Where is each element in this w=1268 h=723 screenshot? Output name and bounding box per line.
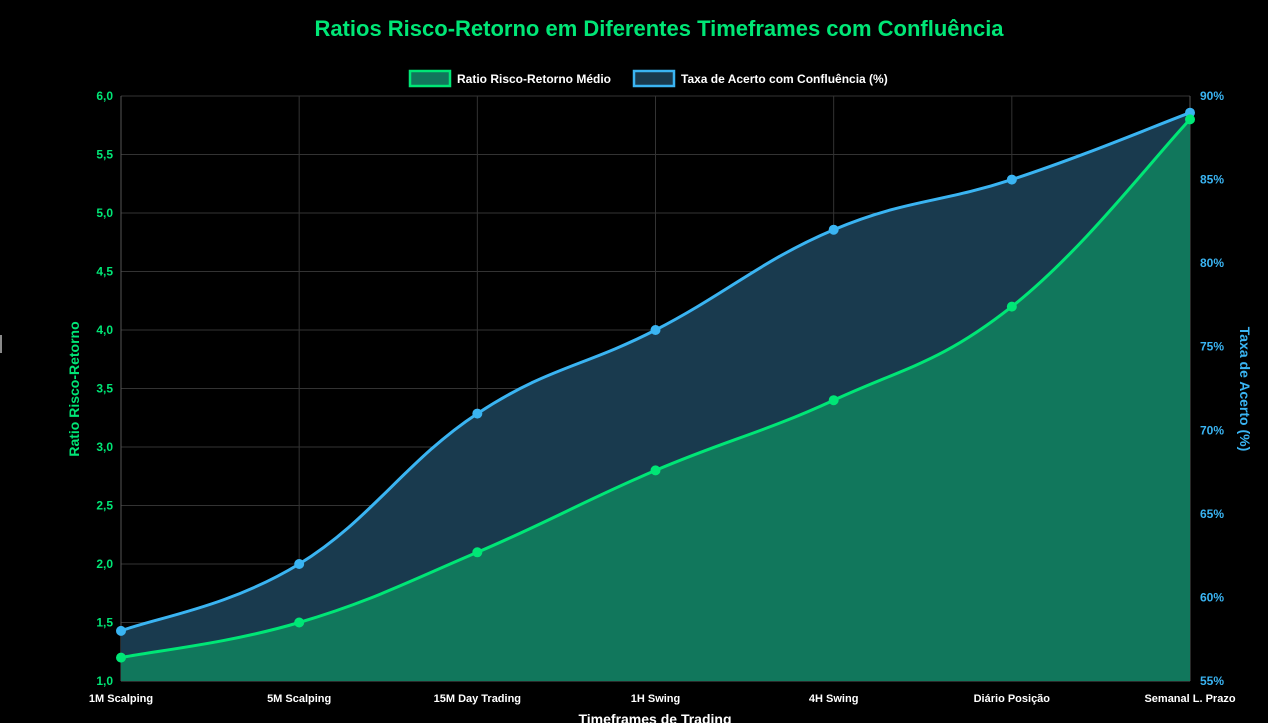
point-layer	[116, 107, 1195, 663]
legend: Ratio Risco-Retorno Médio Taxa de Acerto…	[408, 69, 888, 88]
area-layer	[121, 112, 1190, 681]
y-axis-title: Ratio Risco-Retorno	[66, 321, 82, 456]
y-tick-label: 5,0	[96, 206, 113, 220]
y-tick-label: 1,0	[96, 674, 113, 688]
y-tick-label: 3,5	[96, 382, 113, 396]
y2-tick-label: 85%	[1200, 173, 1224, 187]
x-tick-label: 4H Swing	[809, 693, 859, 705]
data-point-1-1	[294, 559, 305, 569]
data-point-0-3	[650, 465, 661, 476]
edge-mark	[0, 335, 2, 353]
legend-swatch-accuracy	[632, 69, 676, 88]
data-point-0-1	[294, 617, 305, 628]
data-point-0-2	[472, 547, 483, 558]
y-tick-label: 1,5	[96, 616, 113, 630]
y2-axis-title: Taxa de Acerto (%)	[1237, 327, 1253, 451]
tick-layer: 1,0 1,5 2,0 2,5 3,0 3,5 4,0 4,5 5,0 5,5 6,0 55% 60% 6…	[89, 89, 1236, 705]
series-area-0	[121, 119, 1190, 681]
x-axis-title: Timeframes de Trading	[578, 711, 731, 723]
x-tick-label: 15M Day Trading	[434, 693, 521, 705]
chart-title: Ratios Risco-Retorno em Diferentes Timef…	[314, 16, 1004, 41]
y2-tick-label: 90%	[1200, 89, 1224, 103]
y2-tick-label: 70%	[1200, 423, 1224, 437]
y-tick-label: 4,5	[96, 265, 113, 279]
y-tick-label: 3,0	[96, 440, 113, 454]
x-tick-label: 1H Swing	[631, 693, 681, 705]
data-point-0-5	[1006, 301, 1017, 312]
y2-tick-label: 60%	[1200, 590, 1224, 604]
x-tick-label: 5M Scalping	[267, 693, 331, 705]
data-point-0-0	[116, 652, 126, 663]
x-tick-label: Semanal L. Prazo	[1144, 693, 1235, 705]
y-tick-label: 2,5	[96, 499, 113, 513]
data-point-1-4	[828, 224, 839, 235]
y-tick-label: 2,0	[96, 557, 113, 571]
y-tick-label: 4,0	[96, 323, 113, 337]
data-point-0-4	[828, 395, 839, 406]
data-point-1-5	[1006, 174, 1017, 185]
y2-tick-label: 65%	[1200, 507, 1224, 521]
data-point-0-6	[1185, 114, 1195, 125]
legend-label-accuracy: Taxa de Acerto com Confluência (%)	[681, 72, 888, 86]
y-tick-label: 6,0	[96, 89, 113, 103]
data-point-1-3	[650, 325, 661, 335]
y2-tick-label: 75%	[1200, 340, 1224, 354]
data-point-1-2	[472, 408, 483, 419]
data-point-1-0	[116, 625, 126, 636]
y2-tick-label: 55%	[1200, 674, 1224, 688]
y-tick-label: 5,5	[96, 148, 113, 162]
legend-swatch-ratio	[408, 69, 452, 88]
legend-label-ratio: Ratio Risco-Retorno Médio	[457, 72, 611, 86]
x-tick-label: Diário Posição	[974, 693, 1051, 705]
x-tick-label: 1M Scalping	[89, 693, 153, 705]
y2-tick-label: 80%	[1200, 256, 1224, 270]
